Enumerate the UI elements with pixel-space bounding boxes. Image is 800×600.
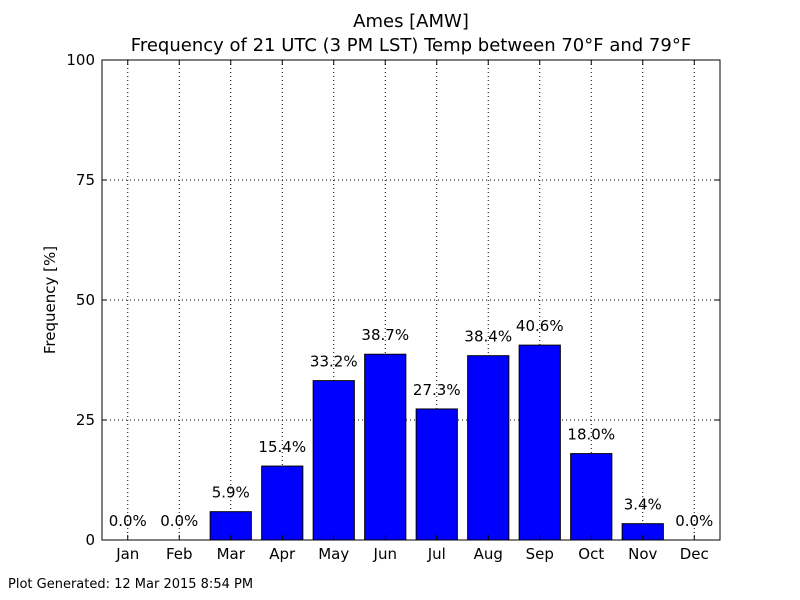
- data-label: 18.0%: [567, 426, 615, 444]
- plot-generated-note: Plot Generated: 12 Mar 2015 8:54 PM: [8, 577, 254, 592]
- bar: [261, 465, 304, 541]
- y-tick-label: 50: [76, 291, 95, 309]
- data-label: 3.4%: [624, 496, 662, 514]
- bar: [364, 353, 407, 541]
- x-tick-label: Apr: [269, 545, 296, 563]
- x-tick-label: May: [318, 545, 349, 563]
- x-tick-label: Mar: [217, 545, 246, 563]
- data-label: 0.0%: [675, 512, 713, 530]
- data-label: 5.9%: [212, 484, 250, 502]
- x-tick-label: Jun: [373, 545, 397, 563]
- data-label: 38.7%: [361, 326, 409, 344]
- x-tick-label: Oct: [578, 545, 604, 563]
- y-axis-label: Frequency [%]: [41, 246, 59, 354]
- x-tick-label: Nov: [628, 545, 657, 563]
- bar: [415, 408, 458, 541]
- data-label: 0.0%: [160, 512, 198, 530]
- x-tick-label: Feb: [166, 545, 193, 563]
- x-axis: Jan Feb Mar Apr May Jun Jul Aug Sep Oct Nov Dec: [115, 60, 709, 563]
- x-tick-label: Jan: [115, 545, 139, 563]
- data-label: 15.4%: [258, 438, 306, 456]
- chart-title: Ames [AMW]: [353, 11, 469, 32]
- x-tick-label: Aug: [474, 545, 503, 563]
- grid-lines: [102, 60, 720, 540]
- data-label: 33.2%: [310, 353, 358, 371]
- x-tick-label: Sep: [526, 545, 554, 563]
- bar: [570, 453, 613, 541]
- y-tick-label: 0: [85, 531, 95, 549]
- bar: [312, 380, 355, 541]
- x-tick-label: Dec: [680, 545, 709, 563]
- y-tick-label: 100: [66, 51, 95, 69]
- y-tick-label: 25: [76, 411, 95, 429]
- chart-subtitle: Frequency of 21 UTC (3 PM LST) Temp betw…: [131, 35, 691, 56]
- data-label: 27.3%: [413, 381, 461, 399]
- data-labels-group: 0.0% 0.0% 5.9% 15.4% 33.2%38.7% 27.3% 38.4%40.…: [109, 317, 714, 530]
- y-tick-label: 75: [76, 171, 95, 189]
- bars-group: [209, 344, 664, 541]
- bar: [467, 355, 510, 541]
- data-label: 38.4%: [464, 328, 512, 346]
- x-tick-label: Jul: [427, 545, 446, 563]
- data-label: 0.0%: [109, 512, 147, 530]
- y-axis: 0 25 50 75 100: [66, 51, 720, 549]
- data-label: 40.6%: [516, 317, 564, 335]
- bar: [518, 344, 561, 541]
